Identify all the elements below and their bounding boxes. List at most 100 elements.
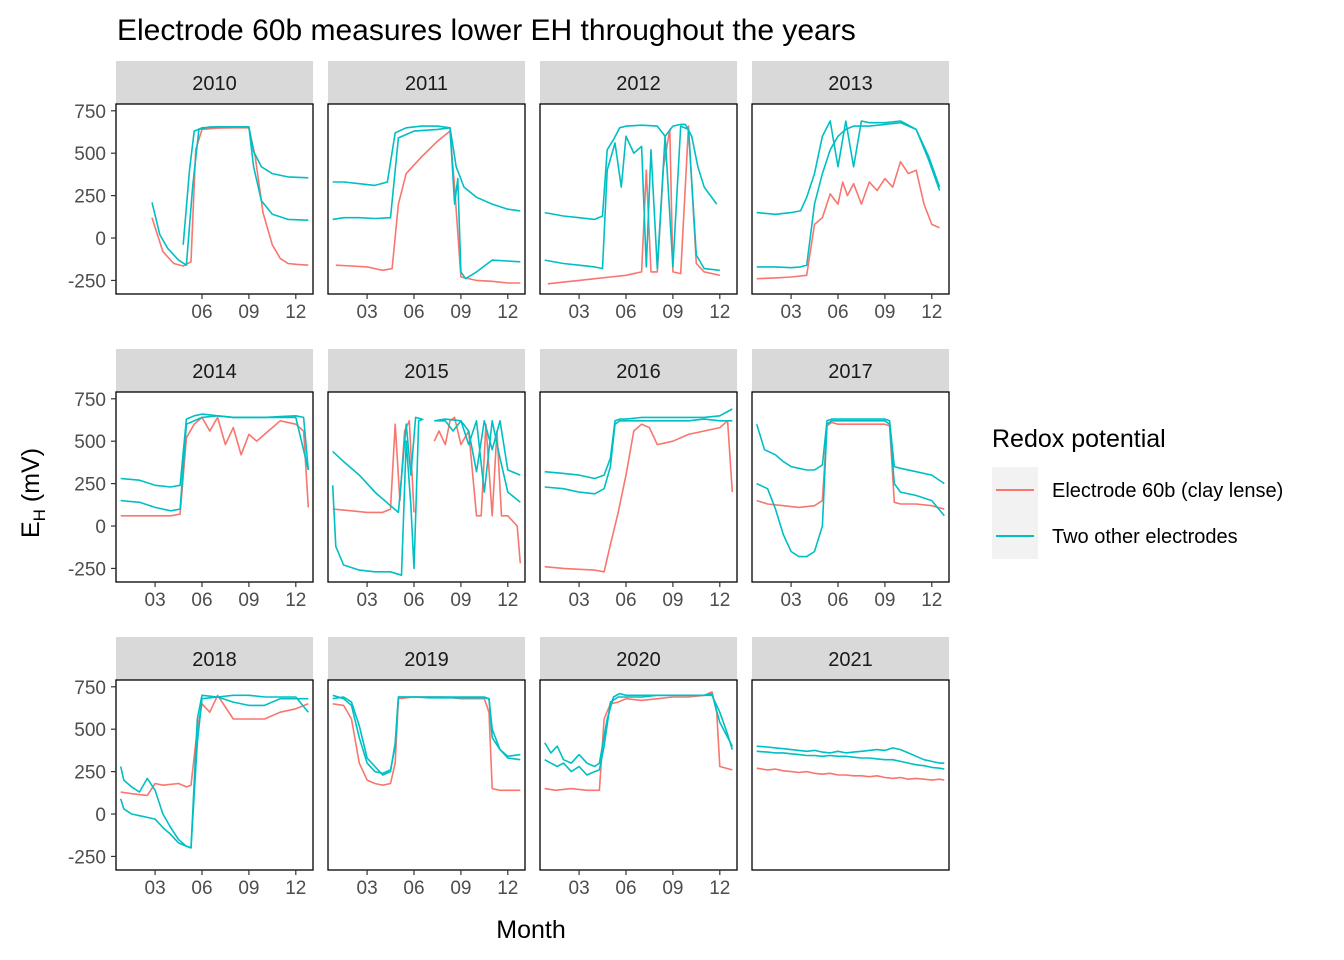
facet-panel-2011: 2011 03 06 09 12 — [327, 61, 526, 323]
series-group — [120, 413, 310, 517]
y-tick-label: 250 — [74, 187, 106, 208]
facet-strip-label: 2014 — [192, 361, 237, 383]
x-tick-label: 09 — [662, 878, 683, 899]
facet-strip-label: 2012 — [616, 73, 661, 95]
x-tick-label: 09 — [662, 590, 683, 611]
series-line-other-electrode — [544, 418, 733, 495]
facet-strip-label: 2019 — [404, 649, 449, 671]
x-tick-label: 09 — [238, 878, 259, 899]
panel-border — [115, 103, 314, 295]
facet-strip — [540, 61, 737, 104]
y-tick-label: 750 — [74, 678, 106, 699]
series-line-electrode-60b — [433, 416, 522, 564]
facet-panel-2019: 2019 03 06 09 12 — [327, 637, 526, 899]
panel-background — [540, 680, 737, 870]
y-tick-label: -250 — [68, 847, 106, 868]
facet-panel-2012: 2012 03 06 09 12 — [539, 61, 738, 323]
x-tick-label: 03 — [781, 302, 802, 323]
series-line-other-electrode — [332, 696, 521, 776]
facet-strip-label: 2021 — [828, 649, 873, 671]
panel-border — [327, 391, 526, 583]
series-group — [755, 418, 945, 558]
svg-text:EH (mV): EH (mV) — [17, 448, 49, 538]
x-tick-label: 12 — [709, 590, 730, 611]
facet-strip — [328, 637, 525, 680]
x-tick-label: 12 — [285, 590, 306, 611]
legend-label-electrode-60b: Electrode 60b (clay lense) — [1052, 480, 1283, 502]
x-tick-label: 09 — [238, 302, 259, 323]
facet-panel-2016: 2016 03 06 09 12 — [539, 349, 738, 611]
x-tick-label: 12 — [497, 878, 518, 899]
y-tick-label: 0 — [95, 517, 106, 538]
x-tick-label: 12 — [921, 590, 942, 611]
series-line-other-electrode — [434, 419, 521, 476]
x-tick-label: 06 — [615, 302, 636, 323]
x-tick-label: 12 — [497, 302, 518, 323]
series-line-other-electrode — [119, 694, 309, 849]
x-tick-label: 06 — [403, 590, 424, 611]
panel-background — [328, 104, 525, 294]
series-group — [756, 120, 941, 280]
x-tick-label: 06 — [615, 590, 636, 611]
x-tick-label: 06 — [615, 878, 636, 899]
legend-label-other-electrodes: Two other electrodes — [1052, 526, 1238, 548]
facet-strip — [328, 61, 525, 104]
panel-background — [328, 680, 525, 870]
y-tick-label: 500 — [74, 432, 106, 453]
series-line-other-electrode — [755, 418, 945, 485]
x-tick-label: 03 — [781, 590, 802, 611]
facet-strip — [116, 637, 313, 680]
series-line-other-electrode — [544, 125, 720, 272]
series-line-other-electrode — [756, 745, 945, 764]
series-group — [332, 125, 521, 284]
facet-strip-label: 2020 — [616, 649, 661, 671]
series-group — [151, 126, 309, 267]
x-tick-label: 12 — [709, 302, 730, 323]
series-group — [331, 416, 522, 577]
panel-background — [116, 392, 313, 582]
facet-strip — [752, 637, 949, 680]
series-line-other-electrode — [332, 127, 521, 280]
y-tick-label: -250 — [68, 559, 106, 580]
x-tick-label: 09 — [874, 590, 895, 611]
facet-strip — [540, 349, 737, 392]
facet-strip — [540, 637, 737, 680]
x-tick-label: 03 — [145, 878, 166, 899]
facet-strip — [116, 61, 313, 104]
x-tick-label: 06 — [827, 302, 848, 323]
series-line-other-electrode — [182, 126, 309, 245]
facet-strip — [752, 349, 949, 392]
x-tick-label: 03 — [569, 878, 590, 899]
y-tick-label: 250 — [74, 763, 106, 784]
series-line-other-electrode — [756, 120, 941, 216]
series-line-other-electrode — [756, 419, 945, 558]
series-line-other-electrode — [544, 694, 734, 776]
facet-strip-label: 2016 — [616, 361, 661, 383]
series-line-other-electrode — [332, 125, 521, 212]
series-line-electrode-60b — [120, 416, 310, 517]
y-tick-label: 750 — [74, 390, 106, 411]
facet-panel-2021: 2021 — [751, 637, 950, 871]
series-line-electrode-60b — [756, 160, 940, 280]
series-line-other-electrode — [120, 414, 310, 512]
x-tick-label: 09 — [450, 590, 471, 611]
facet-strip-label: 2011 — [405, 73, 448, 95]
series-line-other-electrode — [756, 121, 941, 269]
y-tick-label: -250 — [68, 271, 106, 292]
facet-strip — [328, 349, 525, 392]
panel-background — [116, 680, 313, 870]
panel-background — [540, 392, 737, 582]
x-tick-label: 03 — [569, 590, 590, 611]
panel-border — [327, 679, 526, 871]
x-tick-label: 09 — [874, 302, 895, 323]
facet-strip-label: 2018 — [192, 649, 237, 671]
facet-panel-2013: 2013 03 06 09 12 — [751, 61, 950, 323]
y-tick-label: 750 — [74, 102, 106, 123]
y-tick-label: 0 — [95, 805, 106, 826]
panel-border — [751, 391, 950, 583]
facet-strip-label: 2010 — [192, 73, 237, 95]
series-line-electrode-60b — [756, 767, 945, 781]
facet-panel-2014: 2014 -250 0 250 500 750 03 06 09 12 — [68, 349, 314, 611]
panel-border — [751, 103, 950, 295]
series-line-other-electrode — [120, 413, 310, 488]
